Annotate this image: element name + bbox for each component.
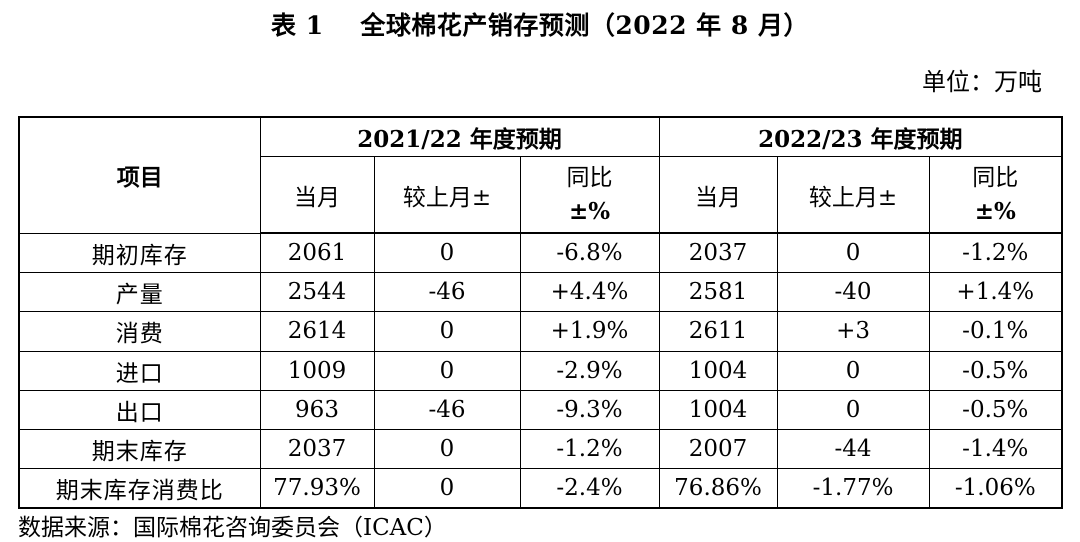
table-cell: 2614 — [259, 311, 375, 352]
table-cell: -0.1% — [928, 311, 1063, 352]
header-row-periods: 项目 2021/22 年度预期 2022/23 年度预期 — [18, 116, 1063, 234]
table-cell: 2544 — [259, 272, 375, 313]
row-label: 消费 — [18, 311, 261, 352]
table-cell: -2.4% — [519, 468, 660, 509]
subheader-current-2021-22: 当月 — [259, 156, 375, 234]
data-source-note: 数据来源：国际棉花咨询委员会（ICAC） — [18, 515, 447, 541]
table-cell: -46 — [373, 389, 521, 430]
subheader-yoy-line2: ±% — [568, 197, 611, 225]
table-title: 表 1 全球棉花产销存预测（2022 年 8 月） — [270, 11, 809, 40]
table-cell: 0 — [373, 468, 521, 509]
table-row: 消费 2614 0 +1.9% 2611 +3 -0.1% — [18, 311, 1063, 352]
table-cell: +1.4% — [928, 272, 1063, 313]
table-cell: -2.9% — [519, 350, 660, 391]
table-cell: 0 — [373, 350, 521, 391]
table-cell: 0 — [776, 389, 930, 430]
table-cell: 2581 — [658, 272, 778, 313]
table-cell: +4.4% — [519, 272, 660, 313]
row-label: 期末库存 — [18, 428, 261, 470]
table-cell: -1.4% — [928, 428, 1063, 470]
table-row: 期末库存消费比 77.93% 0 -2.4% 76.86% -1.77% -1.… — [18, 468, 1063, 509]
subheader-yoy-line1: 同比 — [972, 164, 1019, 191]
table-cell: -1.2% — [519, 428, 660, 470]
table-cell: -0.5% — [928, 350, 1063, 391]
table-row: 期初库存 2061 0 -6.8% 2037 0 -1.2% — [18, 232, 1063, 274]
table-cell: 0 — [776, 350, 930, 391]
table-cell: -0.5% — [928, 389, 1063, 430]
subheader-change-2021-22: 较上月± — [373, 156, 521, 234]
cotton-forecast-table: 项目 2021/22 年度预期 2022/23 年度预期 当月 较上月± 同比 … — [18, 116, 1064, 510]
table-cell: 963 — [259, 389, 375, 430]
table-cell: +1.9% — [519, 311, 660, 352]
subheader-change-2022-23: 较上月± — [776, 156, 930, 234]
table-cell: -9.3% — [519, 389, 660, 430]
table-cell: 1009 — [259, 350, 375, 391]
table-cell: -6.8% — [519, 232, 660, 274]
table-cell: -1.2% — [928, 232, 1063, 274]
table-cell: 77.93% — [259, 468, 375, 509]
period-header-2021-22: 2021/22 年度预期 — [259, 116, 660, 157]
table-cell: 76.86% — [658, 468, 778, 509]
table-row: 产量 2544 -46 +4.4% 2581 -40 +1.4% — [18, 272, 1063, 313]
table-cell: 0 — [373, 232, 521, 274]
row-label: 期初库存 — [18, 232, 261, 274]
unit-label: 单位：万吨 — [922, 68, 1042, 96]
subheader-yoy-2021-22: 同比 ±% — [519, 156, 660, 234]
table-cell: 0 — [373, 428, 521, 470]
row-label: 出口 — [18, 389, 261, 430]
table-cell: +3 — [776, 311, 930, 352]
table-cell: 1004 — [658, 350, 778, 391]
table-cell: 2037 — [259, 428, 375, 470]
period-header-2022-23: 2022/23 年度预期 — [658, 116, 1063, 157]
table-cell: 2061 — [259, 232, 375, 274]
table-row: 期末库存 2037 0 -1.2% 2007 -44 -1.4% — [18, 428, 1063, 470]
subheader-yoy-line1: 同比 — [566, 164, 613, 191]
subheader-yoy-2022-23: 同比 ±% — [928, 156, 1063, 234]
table-cell: -40 — [776, 272, 930, 313]
table-cell: 2037 — [658, 232, 778, 274]
table-cell: 0 — [373, 311, 521, 352]
table-cell: 2007 — [658, 428, 778, 470]
table-cell: -1.06% — [928, 468, 1063, 509]
table-cell: -44 — [776, 428, 930, 470]
table-row: 进口 1009 0 -2.9% 1004 0 -0.5% — [18, 350, 1063, 391]
subheader-current-2022-23: 当月 — [658, 156, 778, 234]
item-column-header: 项目 — [18, 116, 261, 234]
table-cell: -1.77% — [776, 468, 930, 509]
row-label: 进口 — [18, 350, 261, 391]
table-cell: 0 — [776, 232, 930, 274]
row-label: 期末库存消费比 — [18, 468, 261, 509]
table-cell: 1004 — [658, 389, 778, 430]
table-cell: -46 — [373, 272, 521, 313]
row-label: 产量 — [18, 272, 261, 313]
table-row: 出口 963 -46 -9.3% 1004 0 -0.5% — [18, 389, 1063, 430]
subheader-yoy-line2: ±% — [974, 197, 1016, 225]
table-cell: 2611 — [658, 311, 778, 352]
header-row-metrics: 当月 较上月± 同比 ±% 当月 较上月± 同比 ±% — [19, 156, 1063, 234]
